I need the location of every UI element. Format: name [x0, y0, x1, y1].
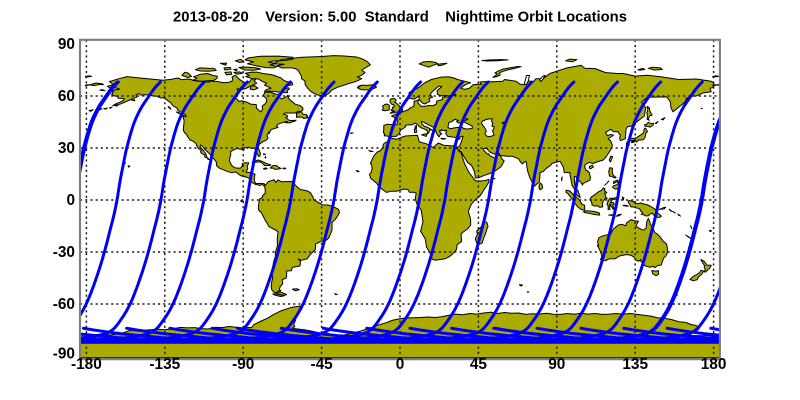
- svg-text:-90: -90: [232, 356, 254, 373]
- svg-text:0: 0: [66, 192, 75, 209]
- svg-text:-135: -135: [149, 356, 180, 373]
- svg-text:180: 180: [701, 356, 727, 373]
- svg-text:60: 60: [58, 88, 75, 105]
- svg-text:-90: -90: [53, 346, 75, 363]
- svg-text:0: 0: [396, 356, 405, 373]
- svg-text:30: 30: [58, 140, 75, 157]
- svg-text:90: 90: [548, 356, 565, 373]
- svg-text:-45: -45: [310, 356, 333, 373]
- svg-text:-30: -30: [53, 244, 75, 261]
- svg-text:135: 135: [622, 356, 648, 373]
- svg-text:-180: -180: [71, 356, 102, 373]
- svg-text:2013-08-20 Version: 5.00 S: 2013-08-20 Version: 5.00 Standard Nightt…: [173, 10, 627, 26]
- svg-text:45: 45: [470, 356, 488, 373]
- svg-text:90: 90: [58, 36, 75, 53]
- svg-text:-60: -60: [53, 296, 75, 313]
